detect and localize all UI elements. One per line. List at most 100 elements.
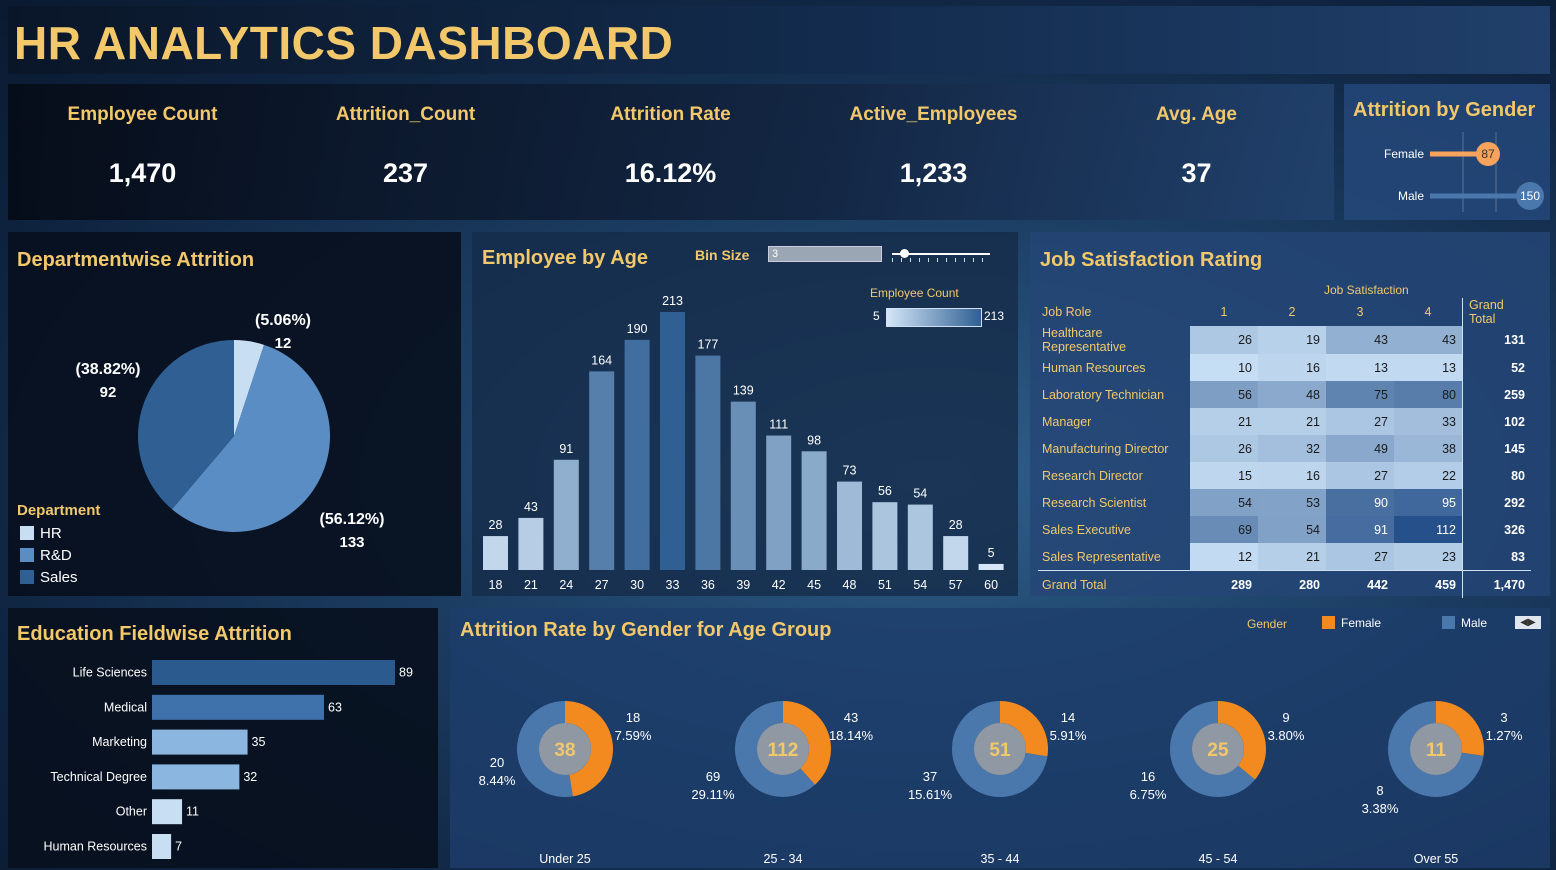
legend-label: Male (1461, 616, 1488, 630)
legend-label: R&D (40, 547, 72, 564)
pie-percent-label: (56.12%) (320, 511, 385, 528)
edu-bar[interactable] (152, 764, 240, 790)
age-bar[interactable] (695, 355, 721, 570)
age-bar[interactable] (589, 371, 615, 570)
pie-slice-sales[interactable] (138, 340, 234, 510)
donut-male-segment[interactable] (952, 701, 1048, 797)
edu-category-label: Life Sciences (73, 666, 147, 680)
legend-label: Female (1341, 616, 1382, 630)
donut-female-segment[interactable] (1000, 701, 1048, 757)
age-bar[interactable] (553, 459, 579, 570)
edu-bar[interactable] (152, 834, 172, 859)
age-bar[interactable] (624, 339, 650, 570)
age-bar-chart: 28 18 43 21 91 24 164 27 190 30 213 33 177 36 139 39 111… (483, 294, 1004, 592)
legend-item-male[interactable]: Male (1442, 616, 1487, 630)
age-bar-value-label: 190 (627, 322, 648, 336)
bin-size-slider-track[interactable] (892, 253, 990, 255)
age-bar[interactable] (872, 502, 898, 570)
edu-bar[interactable] (152, 729, 248, 755)
kpi-value: 37 (1181, 158, 1212, 188)
pie-slice-rd[interactable] (171, 344, 331, 532)
edu-bar[interactable] (152, 660, 395, 685)
column-header-rating: 2 (1288, 305, 1296, 319)
job-role-cell: Sales Executive (1042, 522, 1131, 537)
rating-count-cell: 90 (1326, 489, 1394, 516)
donut-male-segment[interactable] (1388, 701, 1484, 797)
column-header-rating: 1 (1220, 305, 1228, 319)
age-bar[interactable] (730, 401, 756, 570)
job-chart-title: Job Satisfaction Rating (1040, 249, 1263, 271)
rating-count-cell: 112 (1394, 516, 1463, 543)
age-tick-label: 24 (559, 578, 573, 592)
donut-female-segment[interactable] (565, 701, 613, 797)
donut-female-segment[interactable] (1218, 701, 1267, 780)
employee-by-age-panel: Employee by Age Bin Size 3 Employee Coun… (472, 232, 1018, 596)
age-bar[interactable] (766, 435, 792, 570)
kpi-label: Avg. Age (1156, 104, 1237, 125)
job-role-cell: Research Scientist (1042, 495, 1147, 510)
donut-female-count: 3 (1500, 710, 1507, 725)
department-attrition-panel: Departmentwise Attrition (5.06%) 12 (56.12… (8, 232, 461, 596)
donut-female-count: 18 (626, 710, 640, 725)
donut-male-segment[interactable] (1170, 701, 1255, 797)
legend-item-sales[interactable]: Sales (20, 569, 78, 586)
age-tick-label: 42 (772, 578, 786, 592)
kpi-avg-age: Avg. Age 37 (1064, 84, 1329, 220)
legend-item-rd[interactable]: R&D (20, 547, 72, 564)
table-row: Research Director 15 16 27 22 80 (1038, 462, 1531, 489)
agegrp-chart-title: Attrition Rate by Gender for Age Group (460, 619, 832, 641)
rating-count-cell: 19 (1258, 326, 1326, 354)
age-bar-value-label: 177 (697, 338, 718, 352)
rating-count-cell: 43 (1394, 326, 1463, 354)
pie-value-label: 92 (100, 384, 117, 401)
edu-category-label: Medical (104, 700, 147, 714)
legend-swatch (20, 526, 34, 540)
rating-count-cell: 21 (1190, 408, 1258, 435)
bin-size-input[interactable]: 3 (768, 246, 882, 262)
donut-center (757, 723, 809, 775)
age-bar[interactable] (907, 504, 933, 570)
rating-count-cell: 26 (1190, 326, 1258, 354)
age-group-label: Under 25 (539, 852, 590, 866)
pie-slice-hr[interactable] (234, 340, 265, 436)
donut-female-segment[interactable] (1436, 701, 1485, 756)
age-bar[interactable] (801, 451, 827, 570)
bin-size-slider-handle[interactable] (900, 249, 909, 258)
kpi-strip: Employee Count 1,470 Attrition_Count 237… (8, 84, 1334, 220)
donut-male-pct: 6.75% (1130, 787, 1167, 802)
legend-item-female[interactable]: Female (1322, 616, 1381, 630)
color-legend-gradient (886, 308, 982, 327)
legend-item-hr[interactable]: HR (20, 525, 62, 542)
donut-male-segment[interactable] (735, 701, 815, 797)
kpi-attrition-count: Attrition_Count 237 (273, 84, 538, 220)
table-row: Research Scientist 54 53 90 95 292 (1038, 489, 1531, 516)
legend-swatch (1442, 616, 1455, 629)
age-bar[interactable] (837, 481, 862, 570)
edu-bar[interactable] (152, 694, 325, 720)
edu-value-label: 32 (243, 770, 257, 784)
grand-total-cell: 145 (1462, 435, 1531, 462)
kpi-value: 1,470 (108, 158, 177, 188)
edu-bar[interactable] (152, 799, 183, 825)
age-bar[interactable] (518, 517, 544, 570)
legend-scroll-buttons[interactable]: ◀▶ (1515, 616, 1541, 629)
donut-female-segment[interactable] (783, 701, 831, 785)
gender-lollipop-chart: Female 87 Male 150 (1384, 132, 1544, 212)
color-legend-max: 213 (984, 309, 1005, 323)
age-bar[interactable] (943, 536, 969, 570)
age-bar[interactable] (483, 536, 508, 570)
job-role-cell: Healthcare Representative (1042, 326, 1127, 354)
donut-center (1410, 723, 1462, 775)
rating-count-cell: 442 (1326, 570, 1394, 598)
age-bar[interactable] (978, 563, 1004, 570)
age-tick-label: 30 (630, 578, 644, 592)
age-bar[interactable] (660, 312, 685, 570)
age-chart-title: Employee by Age (482, 247, 648, 269)
gender-legend-title: Gender (1247, 617, 1288, 631)
grand-total-cell: 52 (1462, 354, 1531, 381)
rating-count-cell: 38 (1394, 435, 1463, 462)
donut-male-segment[interactable] (517, 701, 573, 797)
rating-count-cell: 54 (1258, 516, 1326, 543)
donut-female-count: 43 (844, 710, 858, 725)
